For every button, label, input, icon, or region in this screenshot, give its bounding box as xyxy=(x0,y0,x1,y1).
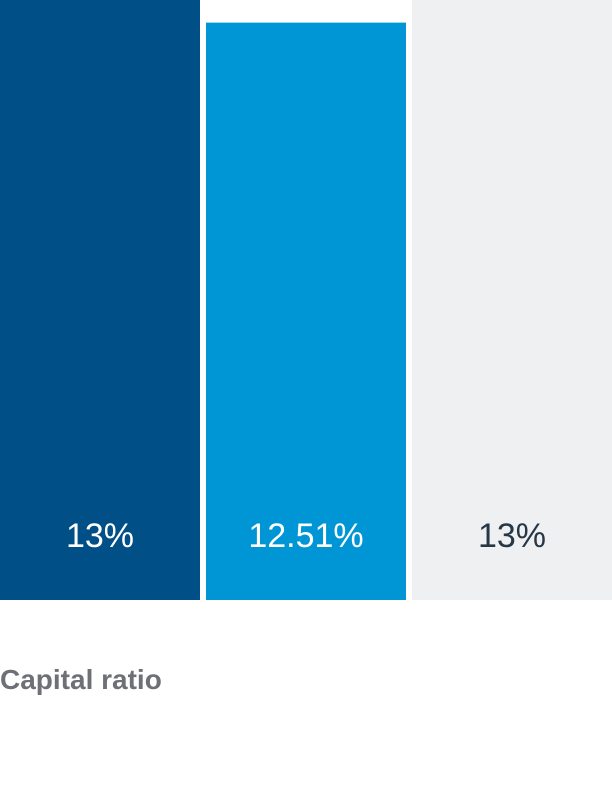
bar-1 xyxy=(0,0,200,600)
bar-value-label-1: 13% xyxy=(66,517,134,555)
bar-value-label-3: 13% xyxy=(478,517,546,555)
bar-chart: 13% 12.51% 13% xyxy=(0,0,612,600)
chart-title: Capital ratio xyxy=(0,664,162,695)
chart-canvas: 13% 12.51% 13% xyxy=(0,0,612,600)
bar-3 xyxy=(412,0,612,600)
bar-value-label-2: 12.51% xyxy=(248,517,363,555)
bar-2 xyxy=(206,22,406,600)
